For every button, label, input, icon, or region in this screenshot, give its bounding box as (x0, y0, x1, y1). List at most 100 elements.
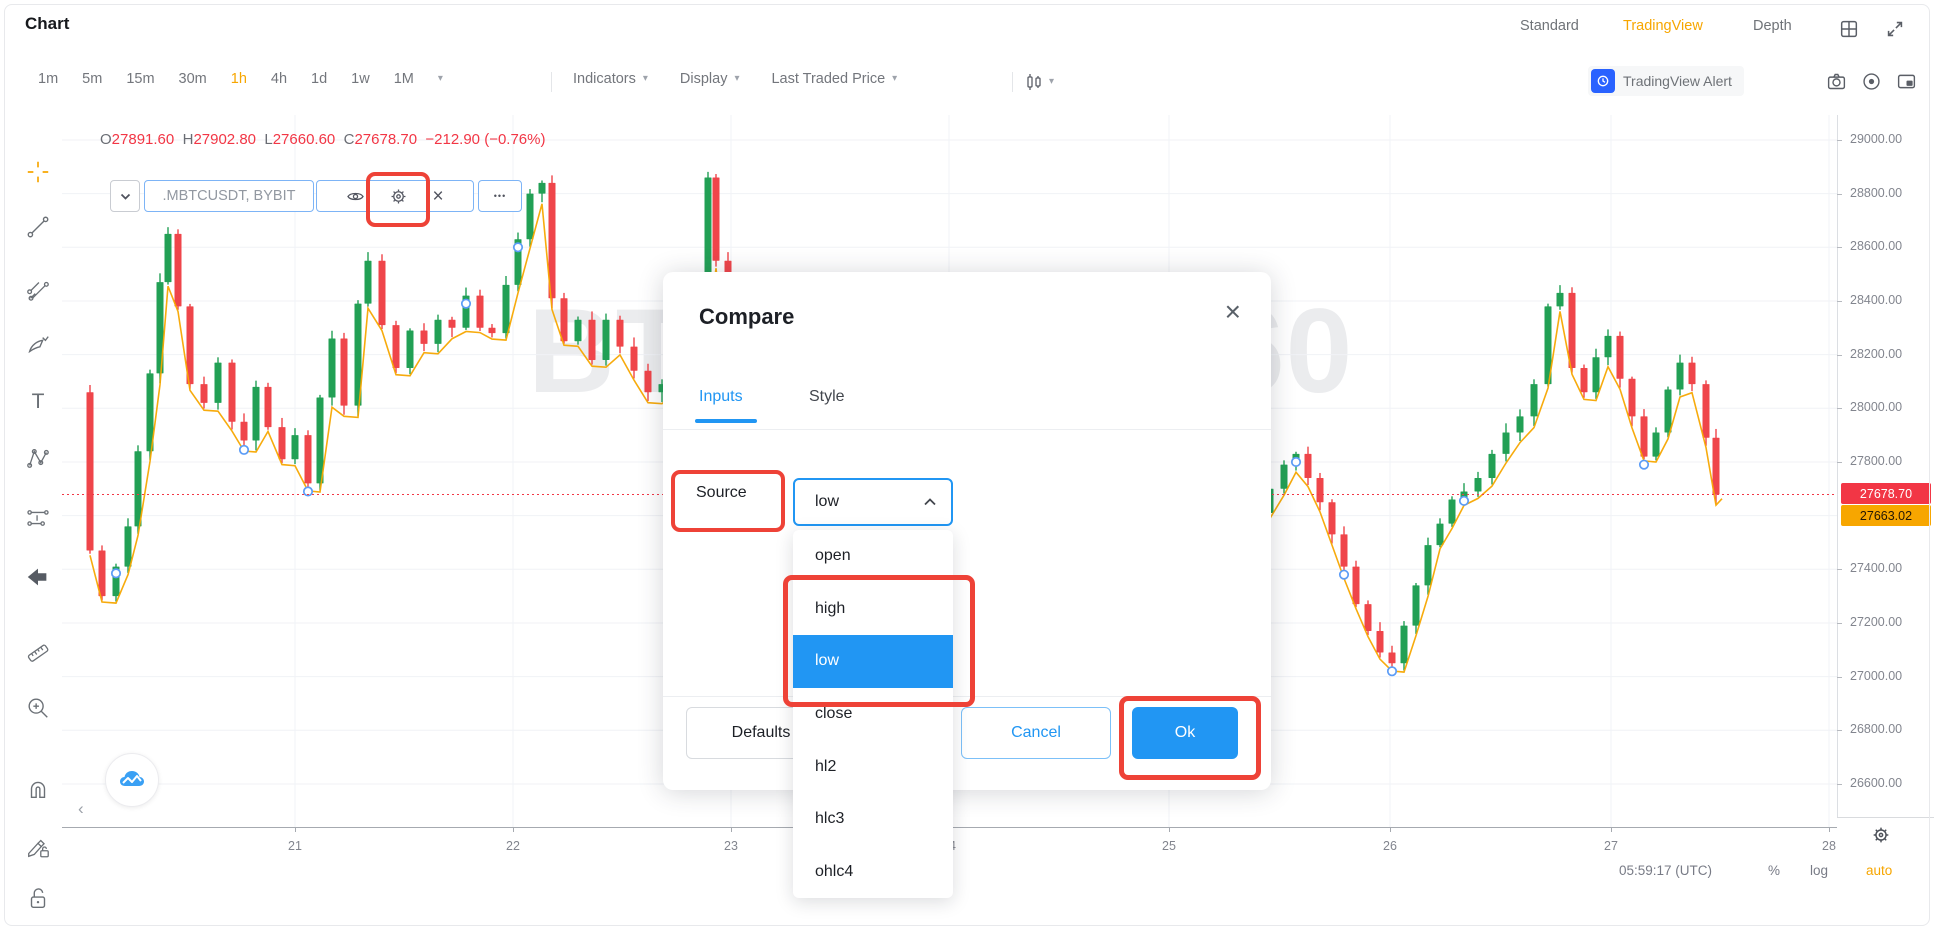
ok-button[interactable]: Ok (1132, 707, 1238, 759)
auto-scale-button[interactable]: auto (1866, 863, 1893, 878)
ohlc-legend: O27891.60 H27902.80 L27660.60 C27678.70 … (100, 131, 546, 148)
price-tick-mark (1837, 622, 1842, 624)
timeframe-1h[interactable]: 1h (230, 71, 247, 87)
toolbar-collapse-chevron[interactable]: ‹ (78, 799, 84, 818)
option-close[interactable]: close (815, 705, 853, 723)
toolbar-divider (551, 72, 552, 92)
candle-body (406, 330, 414, 369)
time-tick-mark (1169, 828, 1170, 832)
last-traded-price-menu[interactable]: Last Traded Price ▾ (771, 71, 898, 87)
expand-icon[interactable] (1884, 18, 1906, 40)
timeframe-15m[interactable]: 15m (126, 71, 155, 87)
timeframe-1d[interactable]: 1d (311, 71, 328, 87)
chevron-up-icon (924, 498, 936, 506)
candle-body (1448, 499, 1456, 524)
time-tick-mark (513, 828, 514, 832)
mode-depth[interactable]: Depth (1753, 18, 1792, 34)
candle-body (124, 526, 132, 567)
candle-body (146, 373, 154, 452)
time-tick-label: 25 (1162, 839, 1176, 853)
clock-utc: 05:59:17 (UTC) (1618, 863, 1712, 878)
cancel-button[interactable]: Cancel (961, 707, 1111, 759)
candle-body (1628, 378, 1636, 417)
timeframe-5m[interactable]: 5m (82, 71, 103, 87)
compare-series-label[interactable]: .MBTCUSDT, BYBIT (144, 180, 314, 212)
camera-icon[interactable] (1826, 71, 1847, 92)
timeframe-1M[interactable]: 1M (393, 71, 414, 87)
gear-icon[interactable] (389, 187, 408, 206)
mountain-logo-icon (120, 771, 144, 786)
dialog-close-icon[interactable]: × (1224, 296, 1241, 327)
source-select[interactable]: low (793, 478, 953, 526)
timeframe-row: 1m 5m 15m 30m 1h 4h 1d 1w 1M ▾ (38, 71, 443, 87)
tab-inputs[interactable]: Inputs (699, 388, 743, 405)
candle-body (434, 319, 442, 344)
zoom-in-tool-icon[interactable] (24, 694, 52, 722)
candle-body (291, 435, 299, 460)
candle-body (1280, 464, 1288, 489)
timeframe-4h[interactable]: 4h (270, 71, 288, 87)
dialog-title: Compare (699, 304, 795, 329)
candle-body (1400, 625, 1408, 664)
percent-scale-button[interactable]: % (1768, 863, 1781, 878)
footer-divider (663, 696, 1271, 697)
option-hlc3[interactable]: hlc3 (815, 810, 845, 828)
compare-price-label: 27663.02 (1841, 505, 1931, 526)
picture-in-picture-icon[interactable] (1896, 71, 1917, 92)
candle-body (526, 193, 534, 240)
mode-tradingview[interactable]: TradingView (1623, 18, 1703, 34)
option-low[interactable]: low (793, 635, 953, 688)
timeframe-1w[interactable]: 1w (351, 71, 370, 87)
chart-style-menu[interactable]: ▾ (1026, 73, 1054, 91)
projection-tool-icon[interactable] (24, 504, 52, 532)
mode-standard[interactable]: Standard (1520, 18, 1579, 34)
option-ohlc4[interactable]: ohlc4 (815, 862, 854, 880)
candle-body (174, 233, 182, 307)
drawing-lock-icon[interactable] (24, 833, 52, 861)
chart-logo-button[interactable] (105, 753, 159, 807)
timeframe-more-chevron[interactable]: ▾ (437, 73, 443, 84)
candle-body (1424, 545, 1432, 586)
candle-body (448, 319, 456, 328)
option-hl2[interactable]: hl2 (815, 757, 837, 775)
record-target-icon[interactable] (1861, 71, 1882, 92)
arrow-left-icon[interactable] (24, 563, 52, 591)
magnet-tool-icon[interactable] (24, 774, 52, 802)
candle-body (1340, 534, 1348, 567)
tab-style[interactable]: Style (809, 388, 845, 405)
display-menu[interactable]: Display ▾ (679, 71, 740, 87)
xabcd-pattern-tool-icon[interactable] (24, 444, 52, 472)
option-high[interactable]: high (815, 599, 846, 617)
candle-body (200, 384, 208, 403)
text-tool-icon[interactable]: T (31, 390, 45, 413)
candle-body (1664, 389, 1672, 433)
close-icon[interactable]: × (432, 185, 444, 207)
more-options-button[interactable]: ••• (478, 180, 522, 212)
chevron-down-icon (120, 193, 130, 200)
candle-body (1412, 585, 1420, 626)
timeframe-1m[interactable]: 1m (38, 71, 59, 87)
candle-body (1376, 631, 1384, 653)
candle-body (1530, 384, 1538, 417)
timeframe-30m[interactable]: 30m (178, 71, 207, 87)
settings-gear-icon[interactable] (1870, 824, 1892, 846)
price-tick-label: 28000.00 (1850, 400, 1903, 415)
ruler-tool-icon[interactable] (24, 639, 52, 667)
brush-tool-icon[interactable] (24, 331, 52, 359)
indicators-menu[interactable]: Indicators ▾ (573, 71, 648, 87)
log-scale-button[interactable]: log (1810, 863, 1829, 878)
candle-body (316, 397, 324, 484)
option-open[interactable]: open (815, 547, 851, 565)
price-tick-label: 27800.00 (1850, 453, 1903, 468)
layout-grid-icon[interactable] (1838, 18, 1860, 40)
candle-body (1474, 478, 1482, 492)
price-tick-label: 27400.00 (1850, 561, 1903, 576)
tradingview-alert-button[interactable]: TradingView Alert (1588, 66, 1744, 96)
pitchfork-tool-icon[interactable] (24, 275, 52, 303)
line-marker (1458, 495, 1470, 506)
legend-collapse-button[interactable] (110, 180, 140, 212)
trend-line-tool-icon[interactable] (24, 213, 52, 241)
lock-all-icon[interactable] (24, 884, 52, 912)
crosshair-tool-icon[interactable] (24, 158, 52, 186)
eye-icon[interactable] (346, 187, 365, 206)
